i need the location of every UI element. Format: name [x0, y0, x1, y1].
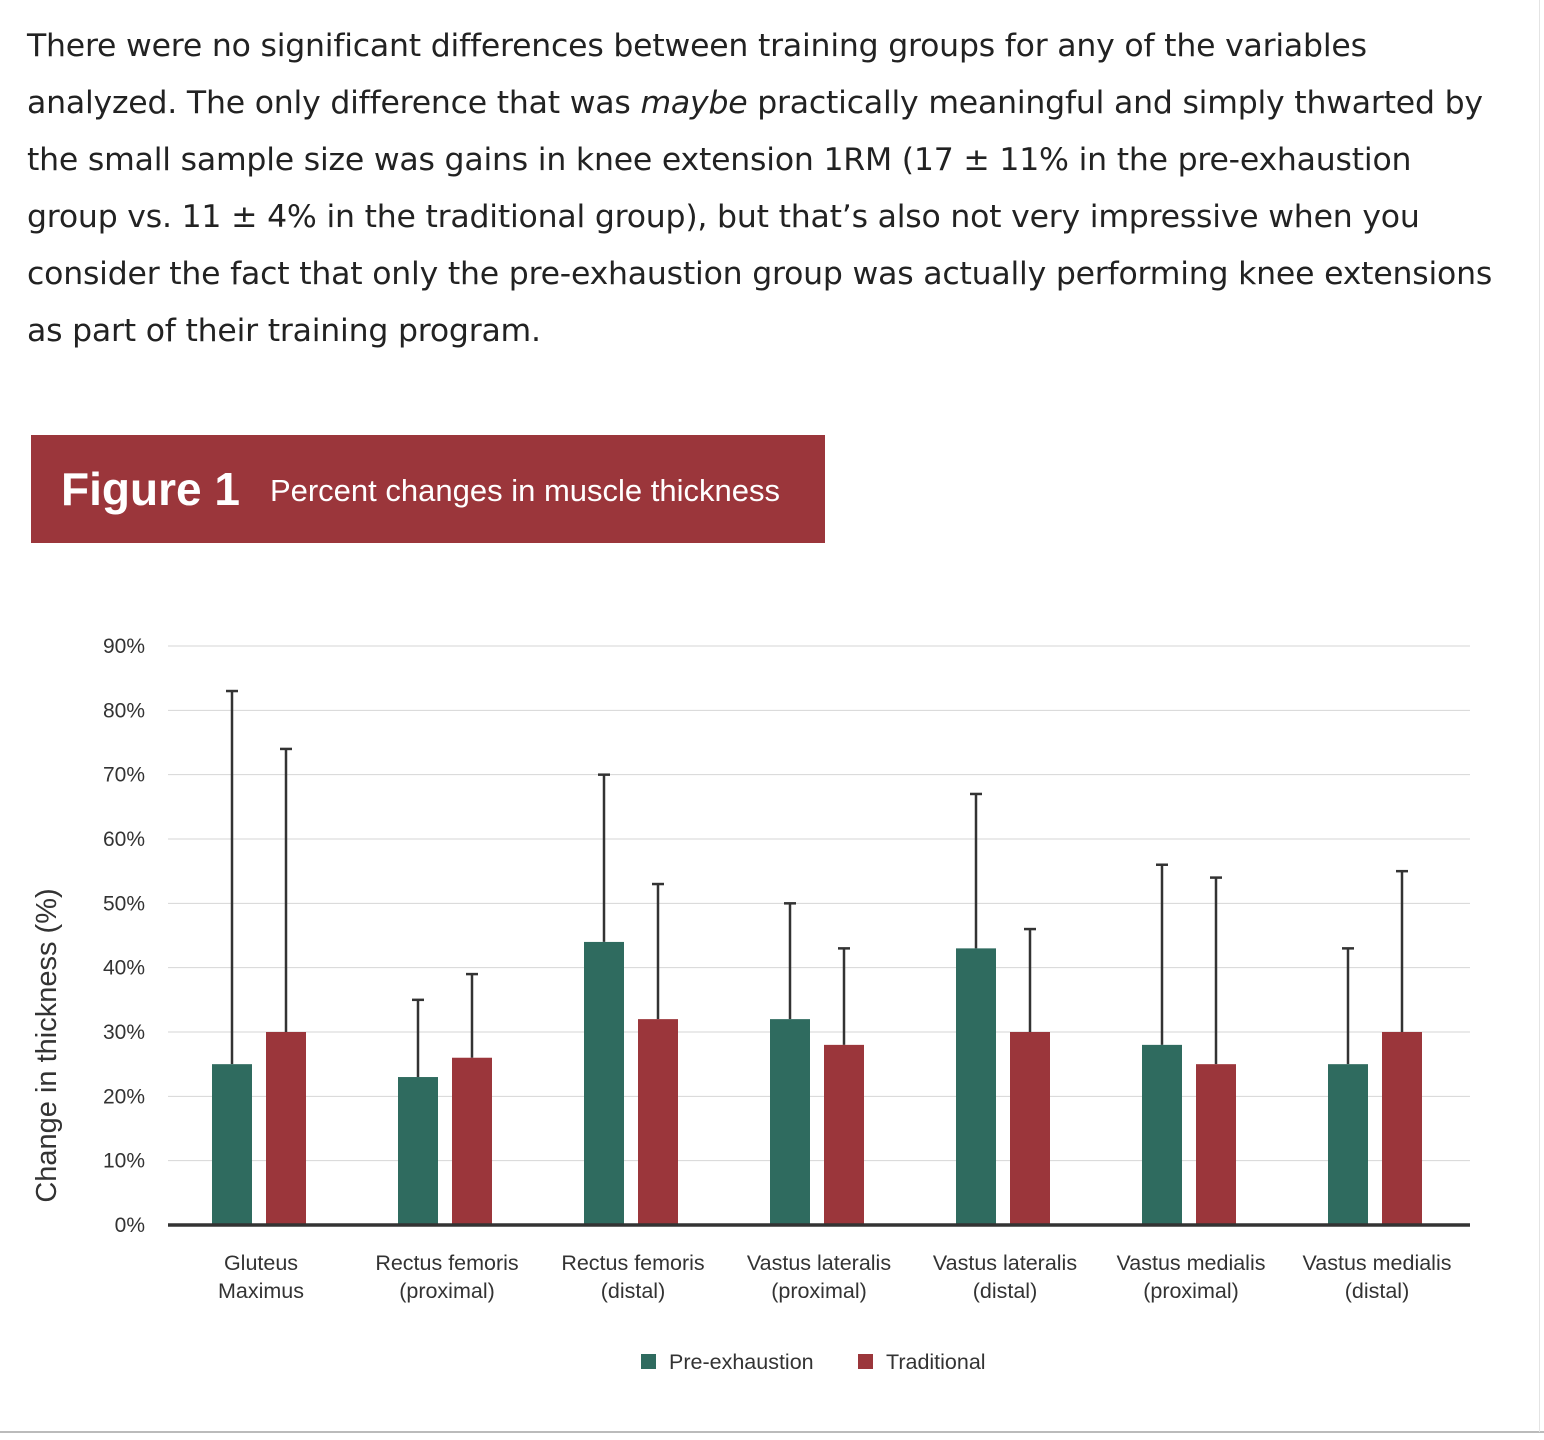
- y-tick-label: 90%: [103, 635, 145, 658]
- y-tick-label: 40%: [103, 957, 145, 980]
- y-tick-label: 20%: [103, 1085, 145, 1108]
- y-axis-label: Change in thickness (%): [31, 888, 63, 1202]
- legend-swatch: [858, 1354, 873, 1369]
- bar-traditional: [1010, 1032, 1050, 1225]
- y-tick-label: 50%: [103, 892, 145, 915]
- x-tick-label: (proximal): [771, 1279, 867, 1303]
- paragraph-text: There were no significant differences be…: [27, 28, 1367, 121]
- paragraph-emphasis: maybe: [640, 85, 748, 121]
- x-tick-label: Vastus medialis: [1117, 1251, 1266, 1275]
- x-tick-label: (distal): [973, 1279, 1038, 1303]
- bar-traditional: [1196, 1064, 1236, 1225]
- divider: [1539, 0, 1540, 1432]
- paragraph-text: practically meaningful and simply thwart…: [27, 85, 1493, 349]
- y-tick-label: 0%: [115, 1214, 145, 1237]
- x-tick-label: Gluteus: [224, 1251, 298, 1275]
- legend-label: Pre-exhaustion: [669, 1350, 814, 1374]
- x-tick-label: (proximal): [1143, 1279, 1239, 1303]
- x-tick-label: (distal): [1345, 1279, 1410, 1303]
- x-tick-label: (proximal): [399, 1279, 495, 1303]
- bar-traditional: [638, 1019, 678, 1225]
- body-paragraph: There were no significant differences be…: [27, 18, 1507, 360]
- x-tick-label: Vastus lateralis: [933, 1251, 1077, 1275]
- figure-header: Figure 1 Percent changes in muscle thick…: [31, 435, 825, 543]
- x-tick-label: Vastus lateralis: [747, 1251, 891, 1275]
- x-tick-label: Vastus medialis: [1303, 1251, 1452, 1275]
- bar-pre-exhaustion: [1328, 1064, 1368, 1225]
- bar-traditional: [452, 1057, 492, 1225]
- bar-traditional: [824, 1044, 864, 1225]
- figure-number: Figure 1: [61, 463, 240, 515]
- bar-pre-exhaustion: [770, 1019, 810, 1225]
- y-tick-label: 80%: [103, 699, 145, 722]
- bar-pre-exhaustion: [398, 1077, 438, 1225]
- x-tick-label: Maximus: [218, 1279, 304, 1303]
- legend-swatch: [641, 1354, 656, 1369]
- y-tick-label: 30%: [103, 1021, 145, 1044]
- x-tick-label: Rectus femoris: [561, 1251, 704, 1275]
- y-tick-label: 60%: [103, 828, 145, 851]
- divider: [0, 1431, 1544, 1433]
- x-tick-label: Rectus femoris: [375, 1251, 518, 1275]
- bar-pre-exhaustion: [212, 1064, 252, 1225]
- figure-title: Percent changes in muscle thickness: [269, 473, 780, 508]
- y-tick-label: 10%: [103, 1150, 145, 1173]
- y-tick-label: 70%: [103, 764, 145, 787]
- bar-pre-exhaustion: [1142, 1044, 1182, 1225]
- legend-label: Traditional: [886, 1350, 986, 1374]
- bar-pre-exhaustion: [584, 941, 624, 1225]
- bar-traditional: [266, 1032, 306, 1225]
- x-tick-label: (distal): [601, 1279, 666, 1303]
- bar-traditional: [1382, 1032, 1422, 1225]
- bar-pre-exhaustion: [956, 948, 996, 1225]
